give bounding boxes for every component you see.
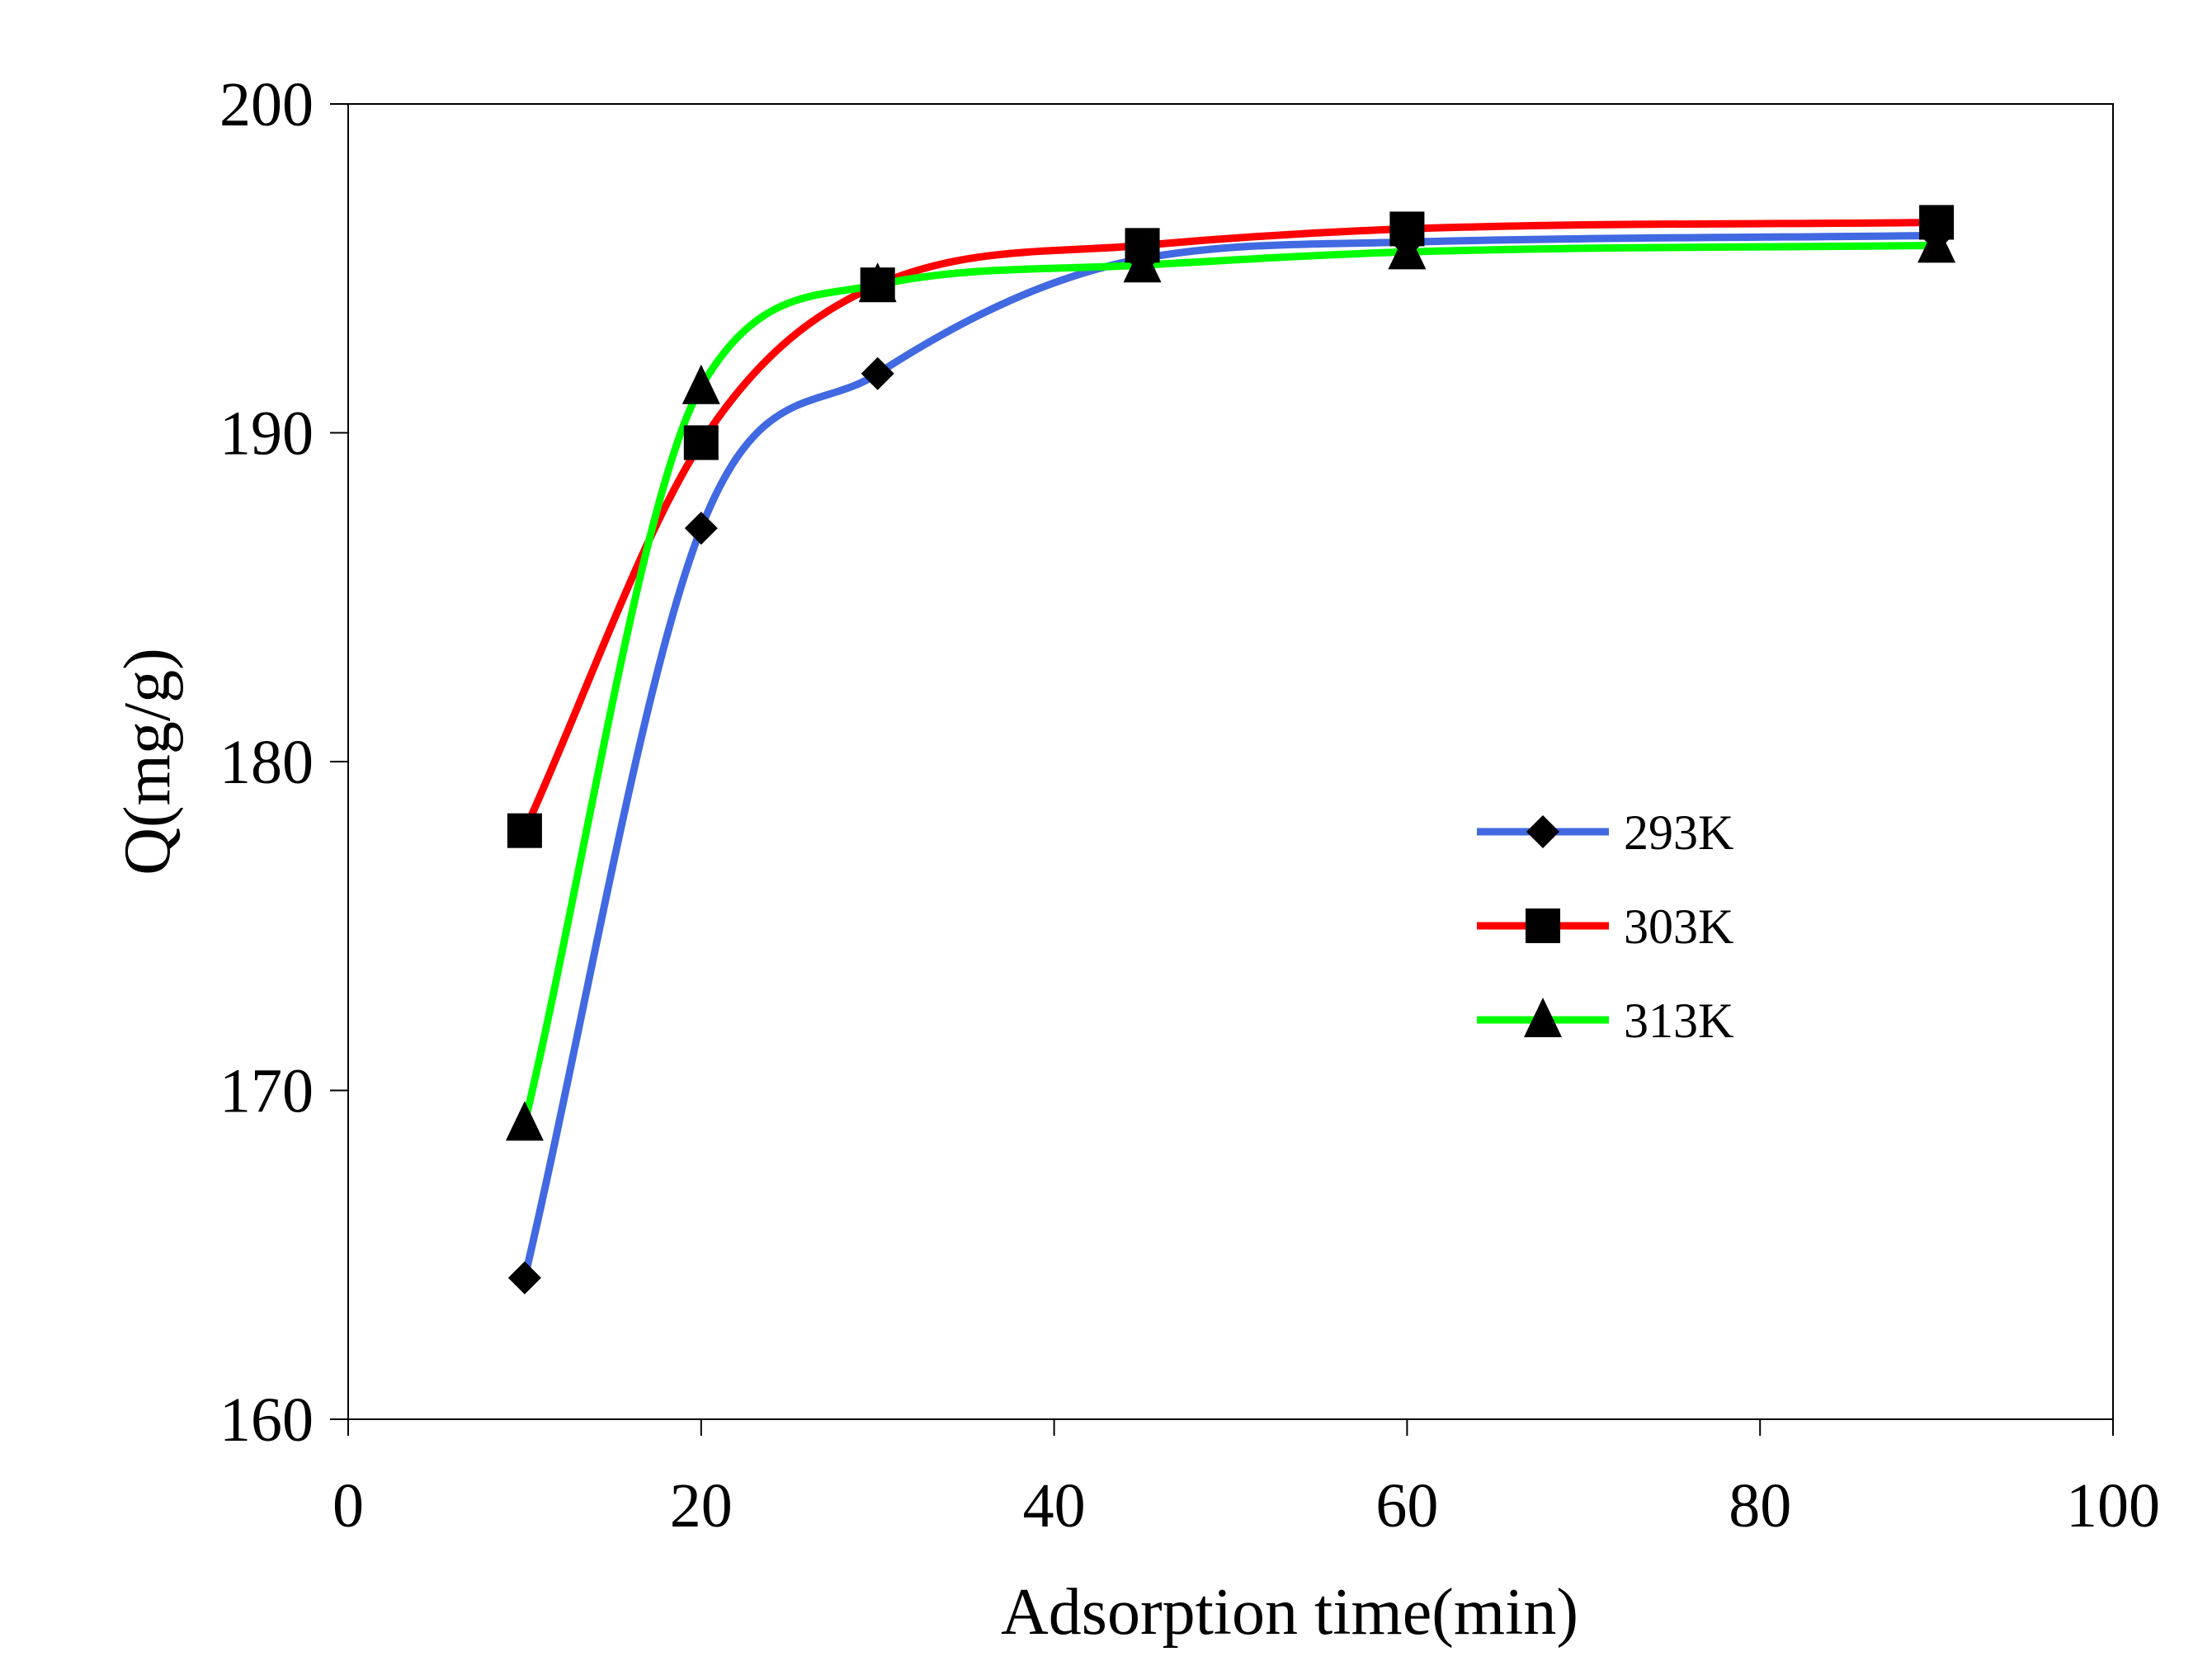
x-tick-label: 60: [1375, 1471, 1438, 1541]
data-point-293k: [861, 356, 894, 390]
data-point-313k: [858, 262, 897, 303]
y-axis-title: Q(mg/g): [111, 648, 184, 875]
series-layer: [521, 219, 1941, 1282]
data-point-313k: [1917, 223, 1956, 263]
x-axis-title: Adsorption time(min): [1001, 1576, 1578, 1649]
legend-marker-303k: [1526, 908, 1560, 943]
x-tick-label: 40: [1023, 1471, 1086, 1541]
data-point-313k: [682, 364, 720, 404]
data-point-293k: [507, 1261, 541, 1295]
data-point-313k: [505, 1101, 544, 1141]
data-point-313k: [1388, 229, 1427, 270]
y-tick-label: 160: [219, 1385, 314, 1455]
legend-marker-293k: [1526, 815, 1559, 848]
data-point-303k: [683, 425, 719, 460]
x-tick-label: 20: [670, 1471, 733, 1541]
legend-marker-313k: [1524, 998, 1562, 1037]
data-point-303k: [507, 813, 542, 848]
x-tick-label: 100: [2066, 1471, 2160, 1541]
x-tick-label: 80: [1729, 1471, 1791, 1541]
legend-label-293k: 293K: [1624, 805, 1733, 860]
y-tick-label: 180: [219, 728, 314, 797]
series-line-313k: [521, 241, 1941, 1127]
legend: 293K 303K 313K: [1477, 805, 1733, 1048]
y-tick-label: 200: [219, 70, 314, 139]
ticks-layer: 0 20 40 60 80 100 160 170 180 190 200: [219, 70, 2160, 1541]
y-tick-label: 170: [219, 1057, 314, 1126]
legend-label-313k: 313K: [1624, 993, 1733, 1048]
y-tick-label: 190: [219, 399, 314, 469]
legend-label-303k: 303K: [1624, 899, 1733, 954]
plot-area: [347, 103, 2114, 1420]
x-tick-label: 0: [333, 1471, 364, 1541]
series-line-293k: [521, 231, 1941, 1282]
series-line-303k: [521, 219, 1941, 835]
markers-layer: [505, 205, 1956, 1295]
data-point-293k: [684, 512, 718, 545]
data-point-313k: [1123, 243, 1162, 283]
